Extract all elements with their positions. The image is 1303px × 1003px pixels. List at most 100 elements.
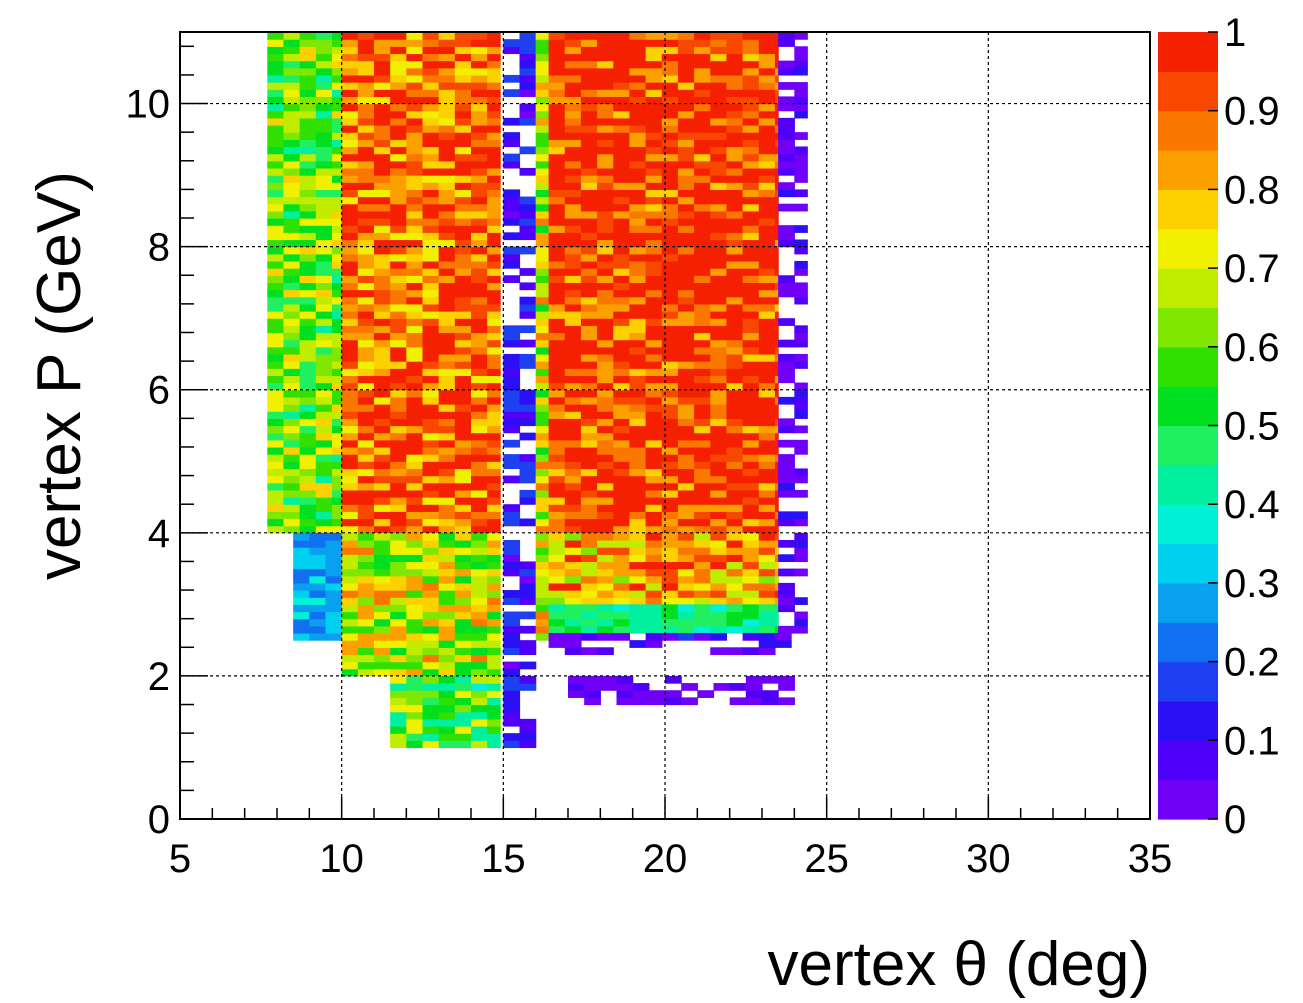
heatmap-cell [564, 210, 582, 219]
heatmap-cell [454, 604, 472, 613]
heatmap-cell [677, 125, 695, 133]
heatmap-cell [390, 418, 407, 427]
heatmap-cell [487, 704, 501, 713]
heatmap-cell [778, 232, 795, 241]
heatmap-cell [454, 60, 472, 69]
heatmap-cell [794, 618, 808, 627]
heatmap-cell [564, 497, 582, 505]
heatmap-cell [629, 167, 647, 176]
heatmap-cell [677, 160, 695, 169]
heatmap-cell [568, 690, 585, 698]
heatmap-cell [742, 597, 760, 605]
heatmap-cell [454, 46, 472, 55]
heatmap-cell [694, 303, 711, 312]
heatmap-cell [390, 690, 407, 698]
heatmap-cell [519, 311, 537, 319]
heatmap-cell [535, 125, 550, 133]
heatmap-cell [726, 175, 744, 183]
heatmap-cell [331, 418, 343, 427]
heatmap-cell [357, 518, 375, 527]
heatmap-cell [471, 132, 488, 140]
x-tick-label: 30 [966, 837, 1011, 881]
heatmap-cell [406, 196, 424, 205]
heatmap-cell [471, 539, 488, 548]
heatmap-cell [742, 218, 760, 226]
heatmap-cell [694, 418, 711, 427]
heatmap-cell [331, 146, 343, 155]
heatmap-cell [758, 640, 776, 648]
heatmap-cell [454, 511, 472, 520]
heatmap-cell [742, 346, 760, 355]
heatmap-cell [487, 139, 501, 148]
heatmap-cell [742, 303, 760, 312]
heatmap-cell [357, 454, 375, 462]
color-bar-segment [1158, 150, 1218, 190]
heatmap-cell [267, 289, 285, 298]
heatmap-cell [564, 468, 582, 477]
heatmap-cell [390, 382, 407, 391]
heatmap-cell [778, 203, 795, 212]
heatmap-cell [357, 210, 375, 219]
heatmap-cell [390, 346, 407, 355]
heatmap-cell [661, 382, 679, 391]
heatmap-cell [548, 67, 566, 76]
heatmap-cell [548, 82, 566, 90]
heatmap-cell [315, 203, 333, 212]
heatmap-cell [645, 396, 663, 405]
heatmap-cell [710, 468, 728, 477]
heatmap-cell [564, 539, 582, 548]
heatmap-cell [454, 196, 472, 205]
heatmap-cell [503, 439, 521, 448]
heatmap-cell [677, 590, 695, 598]
heatmap-cell [454, 368, 472, 377]
heatmap-cell [374, 454, 391, 462]
heatmap-cell [774, 311, 779, 319]
heatmap-cell [283, 375, 301, 384]
heatmap-cell [694, 575, 711, 584]
heatmap-cell [616, 675, 634, 684]
heatmap-cell [390, 697, 407, 706]
heatmap-cell [357, 632, 375, 641]
heatmap-cell [645, 125, 663, 133]
heatmap-cell [454, 203, 472, 212]
heatmap-cell [535, 246, 550, 255]
heatmap-cell [341, 625, 359, 634]
heatmap-cell [613, 225, 631, 233]
heatmap-cell [315, 239, 333, 248]
heatmap-cell [742, 318, 760, 326]
heatmap-cell [677, 554, 695, 563]
heatmap-cell [487, 325, 501, 334]
heatmap-cell [726, 539, 744, 548]
heatmap-cell [580, 339, 598, 348]
heatmap-cell [535, 590, 550, 598]
heatmap-cell [438, 461, 456, 470]
heatmap-cell [374, 232, 391, 241]
heatmap-cell [778, 103, 795, 112]
heatmap-cell [548, 561, 566, 570]
heatmap-cell [629, 96, 647, 105]
heatmap-cell [613, 275, 631, 283]
heatmap-cell [390, 67, 407, 76]
heatmap-cell [710, 346, 728, 355]
heatmap-cell [283, 67, 301, 76]
heatmap-cell [422, 590, 440, 598]
heatmap-cell [661, 404, 679, 412]
heatmap-cell [454, 361, 472, 369]
heatmap-cell [794, 625, 808, 634]
heatmap-cell [267, 282, 285, 291]
heatmap-cell [454, 454, 472, 462]
heatmap-cell [503, 568, 521, 577]
heatmap-cell [406, 711, 424, 720]
heatmap-cell [267, 518, 285, 527]
heatmap-cell [629, 368, 647, 377]
heatmap-cell [309, 554, 327, 563]
heatmap-cell [548, 404, 566, 412]
heatmap-cell [390, 454, 407, 462]
heatmap-cell [438, 203, 456, 212]
heatmap-cell [503, 697, 521, 706]
heatmap-cell [341, 439, 359, 448]
heatmap-cell [548, 454, 566, 462]
heatmap-cell [503, 253, 521, 262]
heatmap-cell [331, 468, 343, 477]
heatmap-cell [422, 218, 440, 226]
